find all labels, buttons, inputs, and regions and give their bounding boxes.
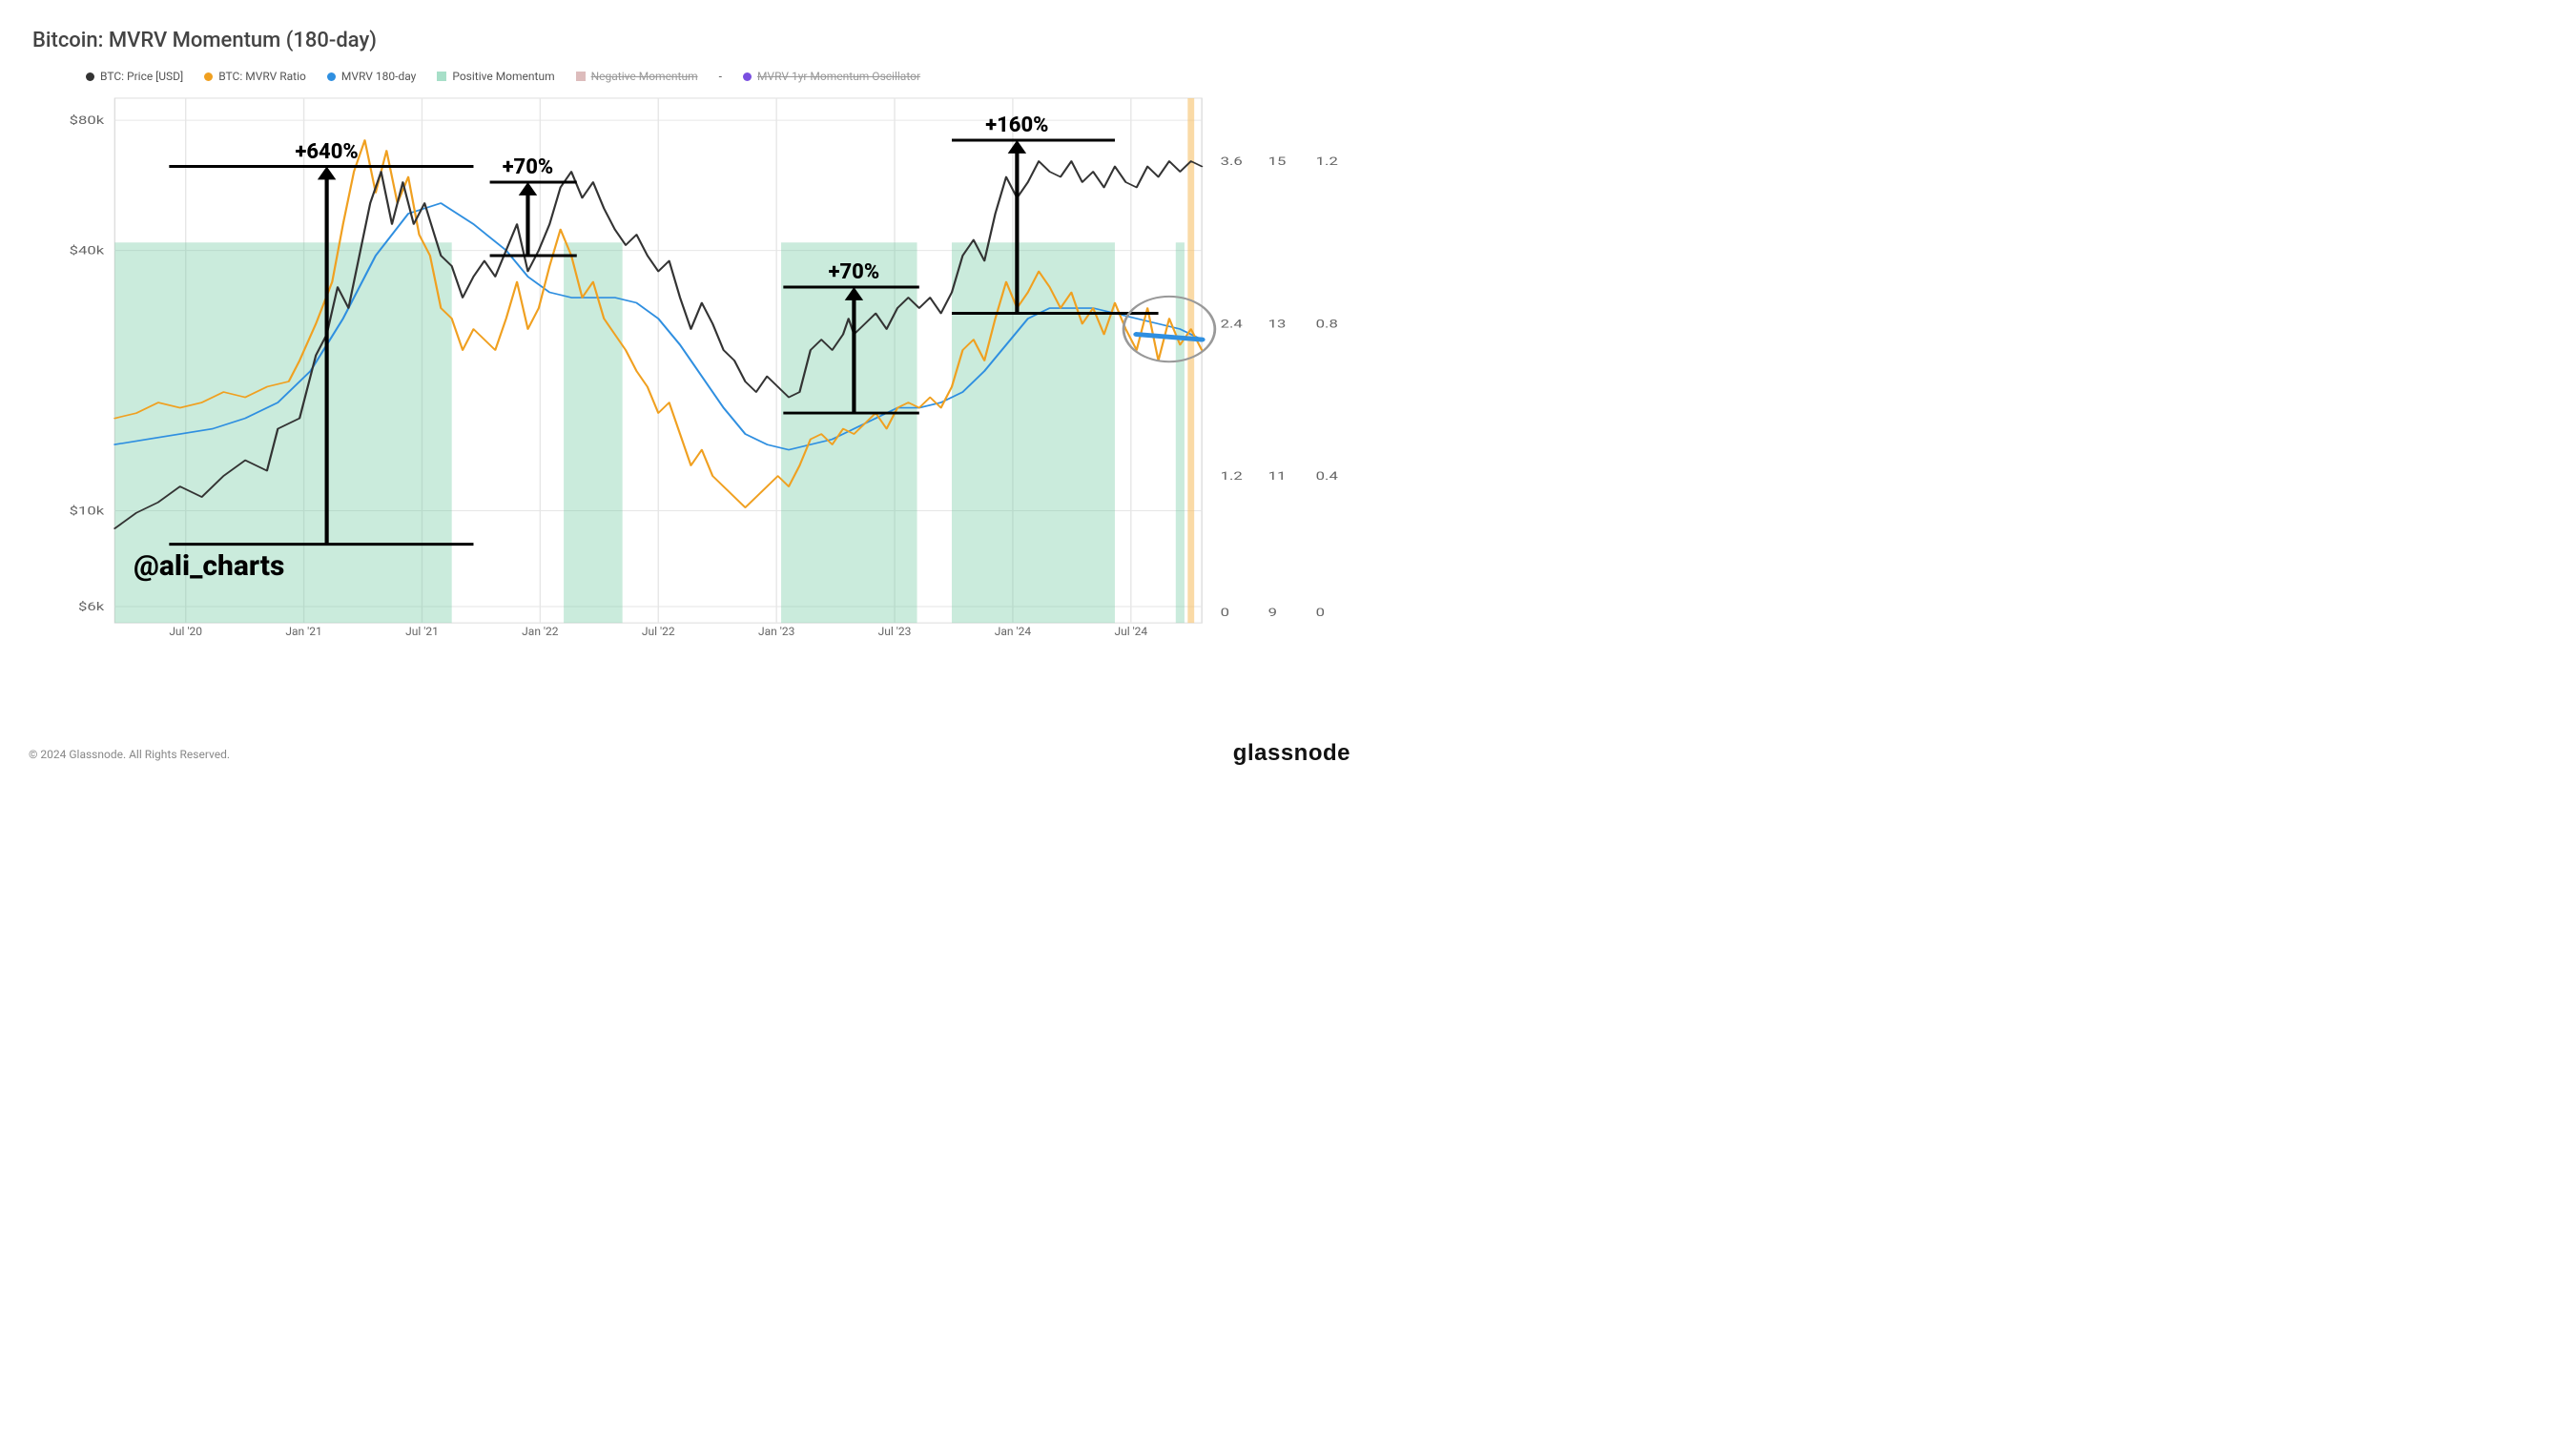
- brand-logo: glassnode: [1233, 740, 1350, 767]
- x-tick-label: Jul '21: [405, 625, 439, 638]
- x-tick-label: Jan '21: [285, 625, 321, 638]
- x-tick-label: Jul '20: [169, 625, 202, 638]
- legend-item: MVRV 180-day: [327, 70, 416, 83]
- x-tick-label: Jan '24: [995, 625, 1031, 638]
- watermark: @ali_charts: [134, 549, 284, 583]
- chart-container: BTC: Price [USD] BTC: MVRV Ratio MVRV 180-…: [29, 70, 1354, 680]
- x-tick-label: Jul '23: [878, 625, 912, 638]
- plot-area: $6k $10k $40k $80k 3.6 2.4 1.2 0 15 13 11 9 1.2 0.8 0.…: [29, 93, 1354, 642]
- annotation-label: +640%: [295, 140, 358, 164]
- svg-text:1.2: 1.2: [1316, 155, 1338, 168]
- svg-text:$80k: $80k: [70, 113, 105, 127]
- svg-text:13: 13: [1268, 318, 1287, 331]
- x-tick-label: Jul '24: [1114, 625, 1147, 638]
- legend-item: MVRV 1yr Momentum Oscillator: [743, 70, 920, 83]
- svg-text:0.8: 0.8: [1316, 318, 1338, 331]
- svg-text:$40k: $40k: [70, 244, 105, 258]
- chart-title: Bitcoin: MVRV Momentum (180-day): [32, 29, 1354, 52]
- annotation-label: +160%: [985, 113, 1048, 137]
- svg-text:0.4: 0.4: [1316, 469, 1338, 483]
- svg-text:9: 9: [1268, 606, 1277, 619]
- legend-item: Negative Momentum: [576, 70, 698, 83]
- svg-text:3.6: 3.6: [1221, 155, 1243, 168]
- legend-item: -: [719, 70, 722, 83]
- copyright: © 2024 Glassnode. All Rights Reserved.: [29, 748, 230, 761]
- svg-text:0: 0: [1316, 606, 1325, 619]
- annotation-label: +70%: [503, 155, 554, 179]
- svg-text:0: 0: [1221, 606, 1229, 619]
- svg-text:11: 11: [1268, 469, 1287, 483]
- x-tick-label: Jan '22: [522, 625, 558, 638]
- svg-text:2.4: 2.4: [1221, 318, 1243, 331]
- svg-text:$10k: $10k: [70, 505, 105, 518]
- legend-item: Positive Momentum: [437, 70, 554, 83]
- x-tick-label: Jan '23: [758, 625, 794, 638]
- legend: BTC: Price [USD] BTC: MVRV Ratio MVRV 180-…: [29, 70, 1354, 89]
- legend-item: BTC: MVRV Ratio: [204, 70, 306, 83]
- svg-text:$6k: $6k: [78, 600, 105, 613]
- x-tick-label: Jul '22: [642, 625, 675, 638]
- legend-item: BTC: Price [USD]: [86, 70, 183, 83]
- svg-text:1.2: 1.2: [1221, 469, 1243, 483]
- svg-text:15: 15: [1268, 155, 1287, 168]
- annotation-label: +70%: [829, 260, 880, 284]
